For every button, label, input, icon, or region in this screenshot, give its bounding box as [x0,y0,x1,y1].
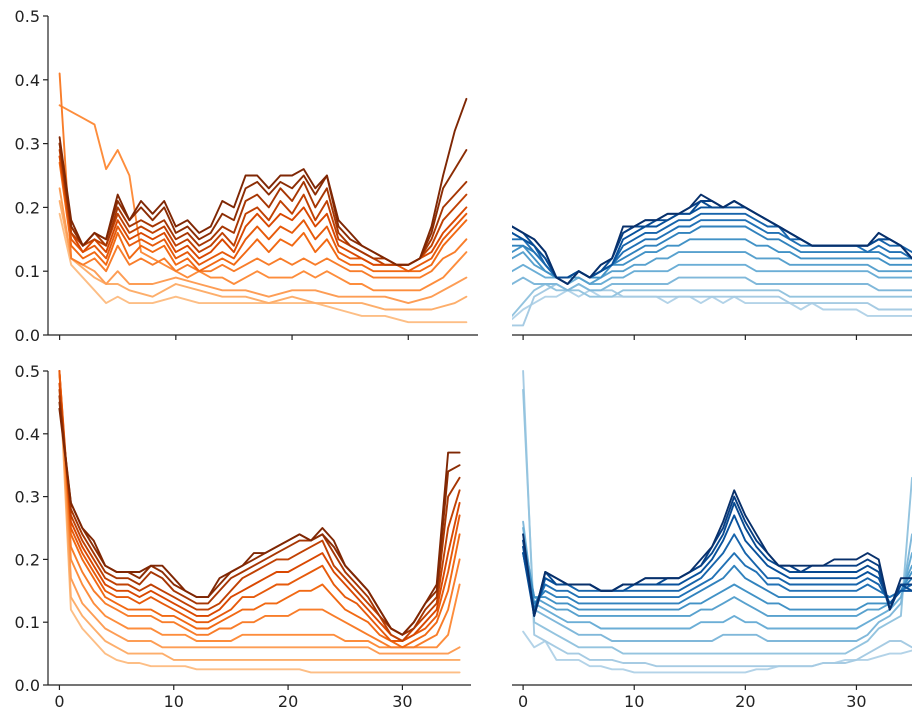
series-line-5 [58,161,468,273]
series-line-7 [58,382,461,642]
y-tick-label: 0.3 [15,135,40,154]
x-tick-label: 30 [846,692,866,711]
series-line-5 [522,533,912,617]
series-line-5 [512,251,912,285]
series-line-3 [522,520,912,642]
x-tick-label: 30 [392,692,412,711]
x-tick-label: 10 [164,692,184,711]
series-line-6 [58,370,461,642]
series-line-8 [512,219,912,279]
series-line-2 [58,370,461,655]
series-group [58,370,461,674]
series-line-9 [522,533,912,611]
series-line-4 [58,370,461,649]
y-tick-label: 0.5 [15,362,40,381]
y-tick-label: 0.1 [15,613,40,632]
x-tick-label: 20 [735,692,755,711]
series-line-6 [58,155,468,273]
series-group [512,193,912,327]
x-tick-label: 20 [278,692,298,711]
series-line-11 [58,407,461,636]
series-line-0 [58,212,468,324]
series-line-1 [58,200,468,311]
series-line-0 [58,370,461,674]
series-line-4 [522,527,912,630]
series-line-6 [522,539,912,611]
top-left-panel: 0.0 0.1 0.2 0.3 0.4 0.5 [15,7,478,345]
series-line-11 [58,97,468,266]
series-line-2 [512,283,912,317]
y-tick-label: 0.0 [15,676,40,695]
y-tick-label: 0.0 [15,326,40,345]
series-line-3 [512,276,912,292]
y-tick-label: 0.4 [15,71,40,90]
series-line-2 [522,388,912,655]
series-group [58,72,468,324]
series-line-10 [58,401,461,636]
series-group [522,370,912,674]
series-line-7 [522,545,912,605]
series-line-8 [58,388,461,642]
x-tick-label: 0 [54,692,64,711]
series-line-4 [58,72,468,279]
series-line-9 [58,395,461,636]
series-line-0 [522,630,912,674]
y-tick-label: 0.3 [15,488,40,507]
series-line-0 [512,289,912,321]
series-line-2 [58,187,468,305]
series-line-3 [58,104,468,292]
y-tick-label: 0.2 [15,198,40,217]
bottom-right-panel: 0 10 20 30 [512,370,912,711]
series-line-8 [522,552,912,611]
y-tick-label: 0.2 [15,550,40,569]
top-right-panel [512,193,912,340]
series-line-13 [512,193,912,285]
bottom-left-panel: 0.0 0.1 0.2 0.3 0.4 0.5 0 10 20 30 [15,362,471,711]
y-tick-label: 0.5 [15,7,40,26]
series-line-1 [522,370,912,668]
y-tick-label: 0.4 [15,425,40,444]
x-tick-label: 0 [518,692,528,711]
y-tick-label: 0.1 [15,262,40,281]
series-line-13 [522,489,912,617]
series-line-5 [58,370,461,649]
series-line-1 [58,370,461,661]
series-line-10 [512,206,912,279]
x-tick-label: 10 [624,692,644,711]
